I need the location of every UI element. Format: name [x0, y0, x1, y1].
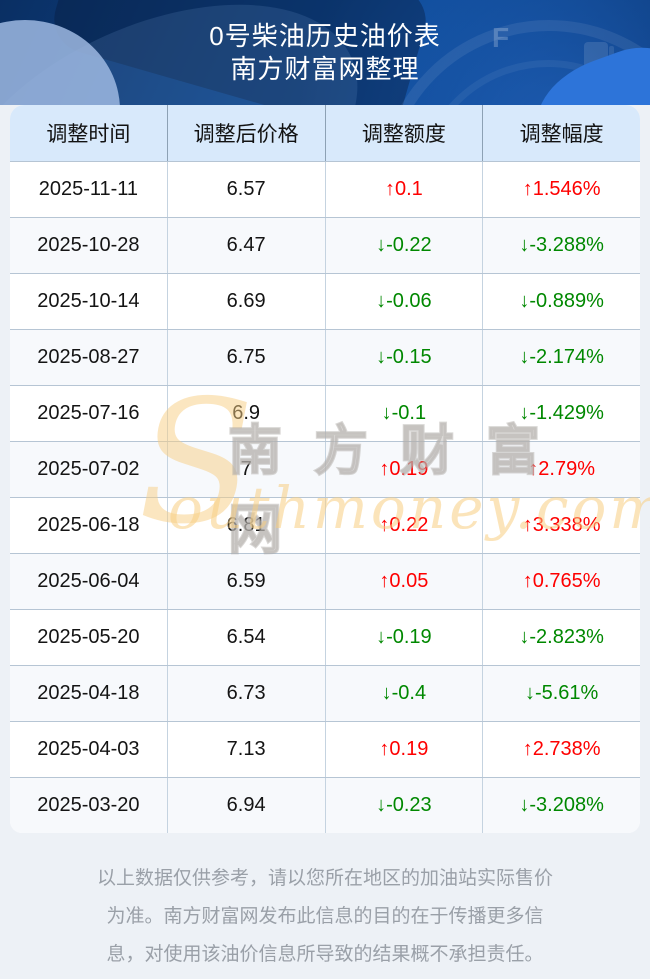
cell-adjust-date: 2025-10-14	[37, 290, 140, 312]
cell-change-amount: ↓-0.15	[324, 330, 483, 385]
cell-change-amount: ↑0.19	[324, 722, 483, 777]
cell-price-after: 6.54	[166, 610, 325, 665]
cell-price-after: 6.59	[166, 554, 325, 609]
cell-change-amount: ↓-0.4	[324, 666, 483, 721]
cell-price-after: 6.47	[166, 218, 325, 273]
cell-adjust-date: 2025-11-11	[38, 178, 139, 200]
cell-change-amount: ↓-0.1	[324, 386, 483, 441]
cell-change-amount: ↓-0.19	[324, 610, 483, 665]
cell-change-amount: ↓-0.06	[324, 274, 483, 329]
cell-adjust-date: 2025-04-03	[37, 738, 140, 760]
hero-text: 0号柴油历史油价表 南方财富网整理	[0, 0, 650, 86]
cell-price-after: 6.73	[166, 666, 325, 721]
cell-change-percent: ↑2.738%	[482, 722, 640, 777]
cell-adjust-date: 2025-10-28	[37, 234, 140, 256]
table-row: 2025-08-27 6.75 ↓-0.15 ↓-2.174%	[10, 329, 640, 385]
cell-price-after: 6.69	[166, 274, 325, 329]
cell-price-after: 7	[166, 442, 325, 497]
cell-adjust-date: 2025-07-02	[37, 458, 140, 480]
cell-change-amount: ↑0.22	[324, 498, 483, 553]
table-row: 2025-04-03 7.13 ↑0.19 ↑2.738%	[10, 721, 640, 777]
cell-price-after: 6.81	[166, 498, 325, 553]
cell-change-percent: ↑3.338%	[482, 498, 640, 553]
column-header-adjust-date: 调整时间	[46, 123, 131, 146]
cell-price-after: 6.75	[166, 330, 325, 385]
cell-adjust-date: 2025-07-16	[37, 402, 140, 424]
table-row: 2025-04-18 6.73 ↓-0.4 ↓-5.61%	[10, 665, 640, 721]
cell-adjust-date: 2025-05-20	[37, 626, 140, 648]
cell-price-after: 6.57	[166, 162, 325, 217]
disclaimer-line: 以上数据仅供参考，请以您所在地区的加油站实际售价	[96, 868, 553, 889]
page-subtitle: 南方财富网整理	[230, 54, 420, 84]
cell-change-amount: ↑0.1	[324, 162, 483, 217]
price-table: 调整时间 调整后价格 调整额度 调整幅度 2025-11-11 6.57 ↑0.1 ↑…	[10, 105, 640, 833]
cell-adjust-date: 2025-03-20	[37, 794, 140, 816]
table-row: 2025-06-04 6.59 ↑0.05 ↑0.765%	[10, 553, 640, 609]
cell-adjust-date: 2025-06-04	[37, 570, 140, 592]
column-header-change-percent: 调整幅度	[482, 105, 640, 161]
column-header-change-amount: 调整额度	[324, 105, 483, 161]
table-row: 2025-07-16 6.9 ↓-0.1 ↓-1.429%	[10, 385, 640, 441]
table-row: 2025-11-11 6.57 ↑0.1 ↑1.546%	[10, 161, 640, 217]
cell-change-amount: ↓-0.23	[324, 778, 483, 833]
cell-change-percent: ↑2.79%	[482, 442, 640, 497]
disclaimer: 以上数据仅供参考，请以您所在地区的加油站实际售价 为准。南方财富网发布此信息的目…	[0, 833, 650, 979]
cell-change-percent: ↑1.546%	[482, 162, 640, 217]
table-row: 2025-03-20 6.94 ↓-0.23 ↓-3.208%	[10, 777, 640, 833]
page-title: 0号柴油历史油价表	[209, 21, 441, 51]
table-row: 2025-06-18 6.81 ↑0.22 ↑3.338%	[10, 497, 640, 553]
cell-change-percent: ↓-0.889%	[482, 274, 640, 329]
cell-price-after: 7.13	[166, 722, 325, 777]
cell-adjust-date: 2025-08-27	[37, 346, 140, 368]
cell-change-percent: ↓-2.174%	[482, 330, 640, 385]
cell-change-percent: ↓-1.429%	[482, 386, 640, 441]
cell-change-amount: ↑0.19	[324, 442, 483, 497]
table-body: 2025-11-11 6.57 ↑0.1 ↑1.546% 2025-10-28 6.47 ↓…	[10, 161, 640, 833]
cell-change-percent: ↓-2.823%	[482, 610, 640, 665]
cell-price-after: 6.9	[166, 386, 325, 441]
table-row: 2025-05-20 6.54 ↓-0.19 ↓-2.823%	[10, 609, 640, 665]
cell-change-amount: ↑0.05	[324, 554, 483, 609]
table-row: 2025-10-28 6.47 ↓-0.22 ↓-3.288%	[10, 217, 640, 273]
cell-change-percent: ↓-3.288%	[482, 218, 640, 273]
hero-banner: F 0号柴油历史油价表 南方财富网整理	[0, 0, 650, 105]
disclaimer-line: 息，对使用该油价信息所导致的结果概不承担责任。	[106, 944, 544, 965]
cell-change-percent: ↓-5.61%	[482, 666, 640, 721]
disclaimer-line: 为准。南方财富网发布此信息的目的在于传播更多信	[106, 906, 544, 927]
cell-change-amount: ↓-0.22	[324, 218, 483, 273]
cell-adjust-date: 2025-04-18	[37, 682, 140, 704]
table-row: 2025-07-02 7 ↑0.19 ↑2.79%	[10, 441, 640, 497]
table-header-row: 调整时间 调整后价格 调整额度 调整幅度	[10, 105, 640, 161]
cell-change-percent: ↓-3.208%	[482, 778, 640, 833]
column-header-price-after: 调整后价格	[166, 105, 325, 161]
cell-price-after: 6.94	[166, 778, 325, 833]
cell-change-percent: ↑0.765%	[482, 554, 640, 609]
table-row: 2025-10-14 6.69 ↓-0.06 ↓-0.889%	[10, 273, 640, 329]
cell-adjust-date: 2025-06-18	[37, 514, 140, 536]
